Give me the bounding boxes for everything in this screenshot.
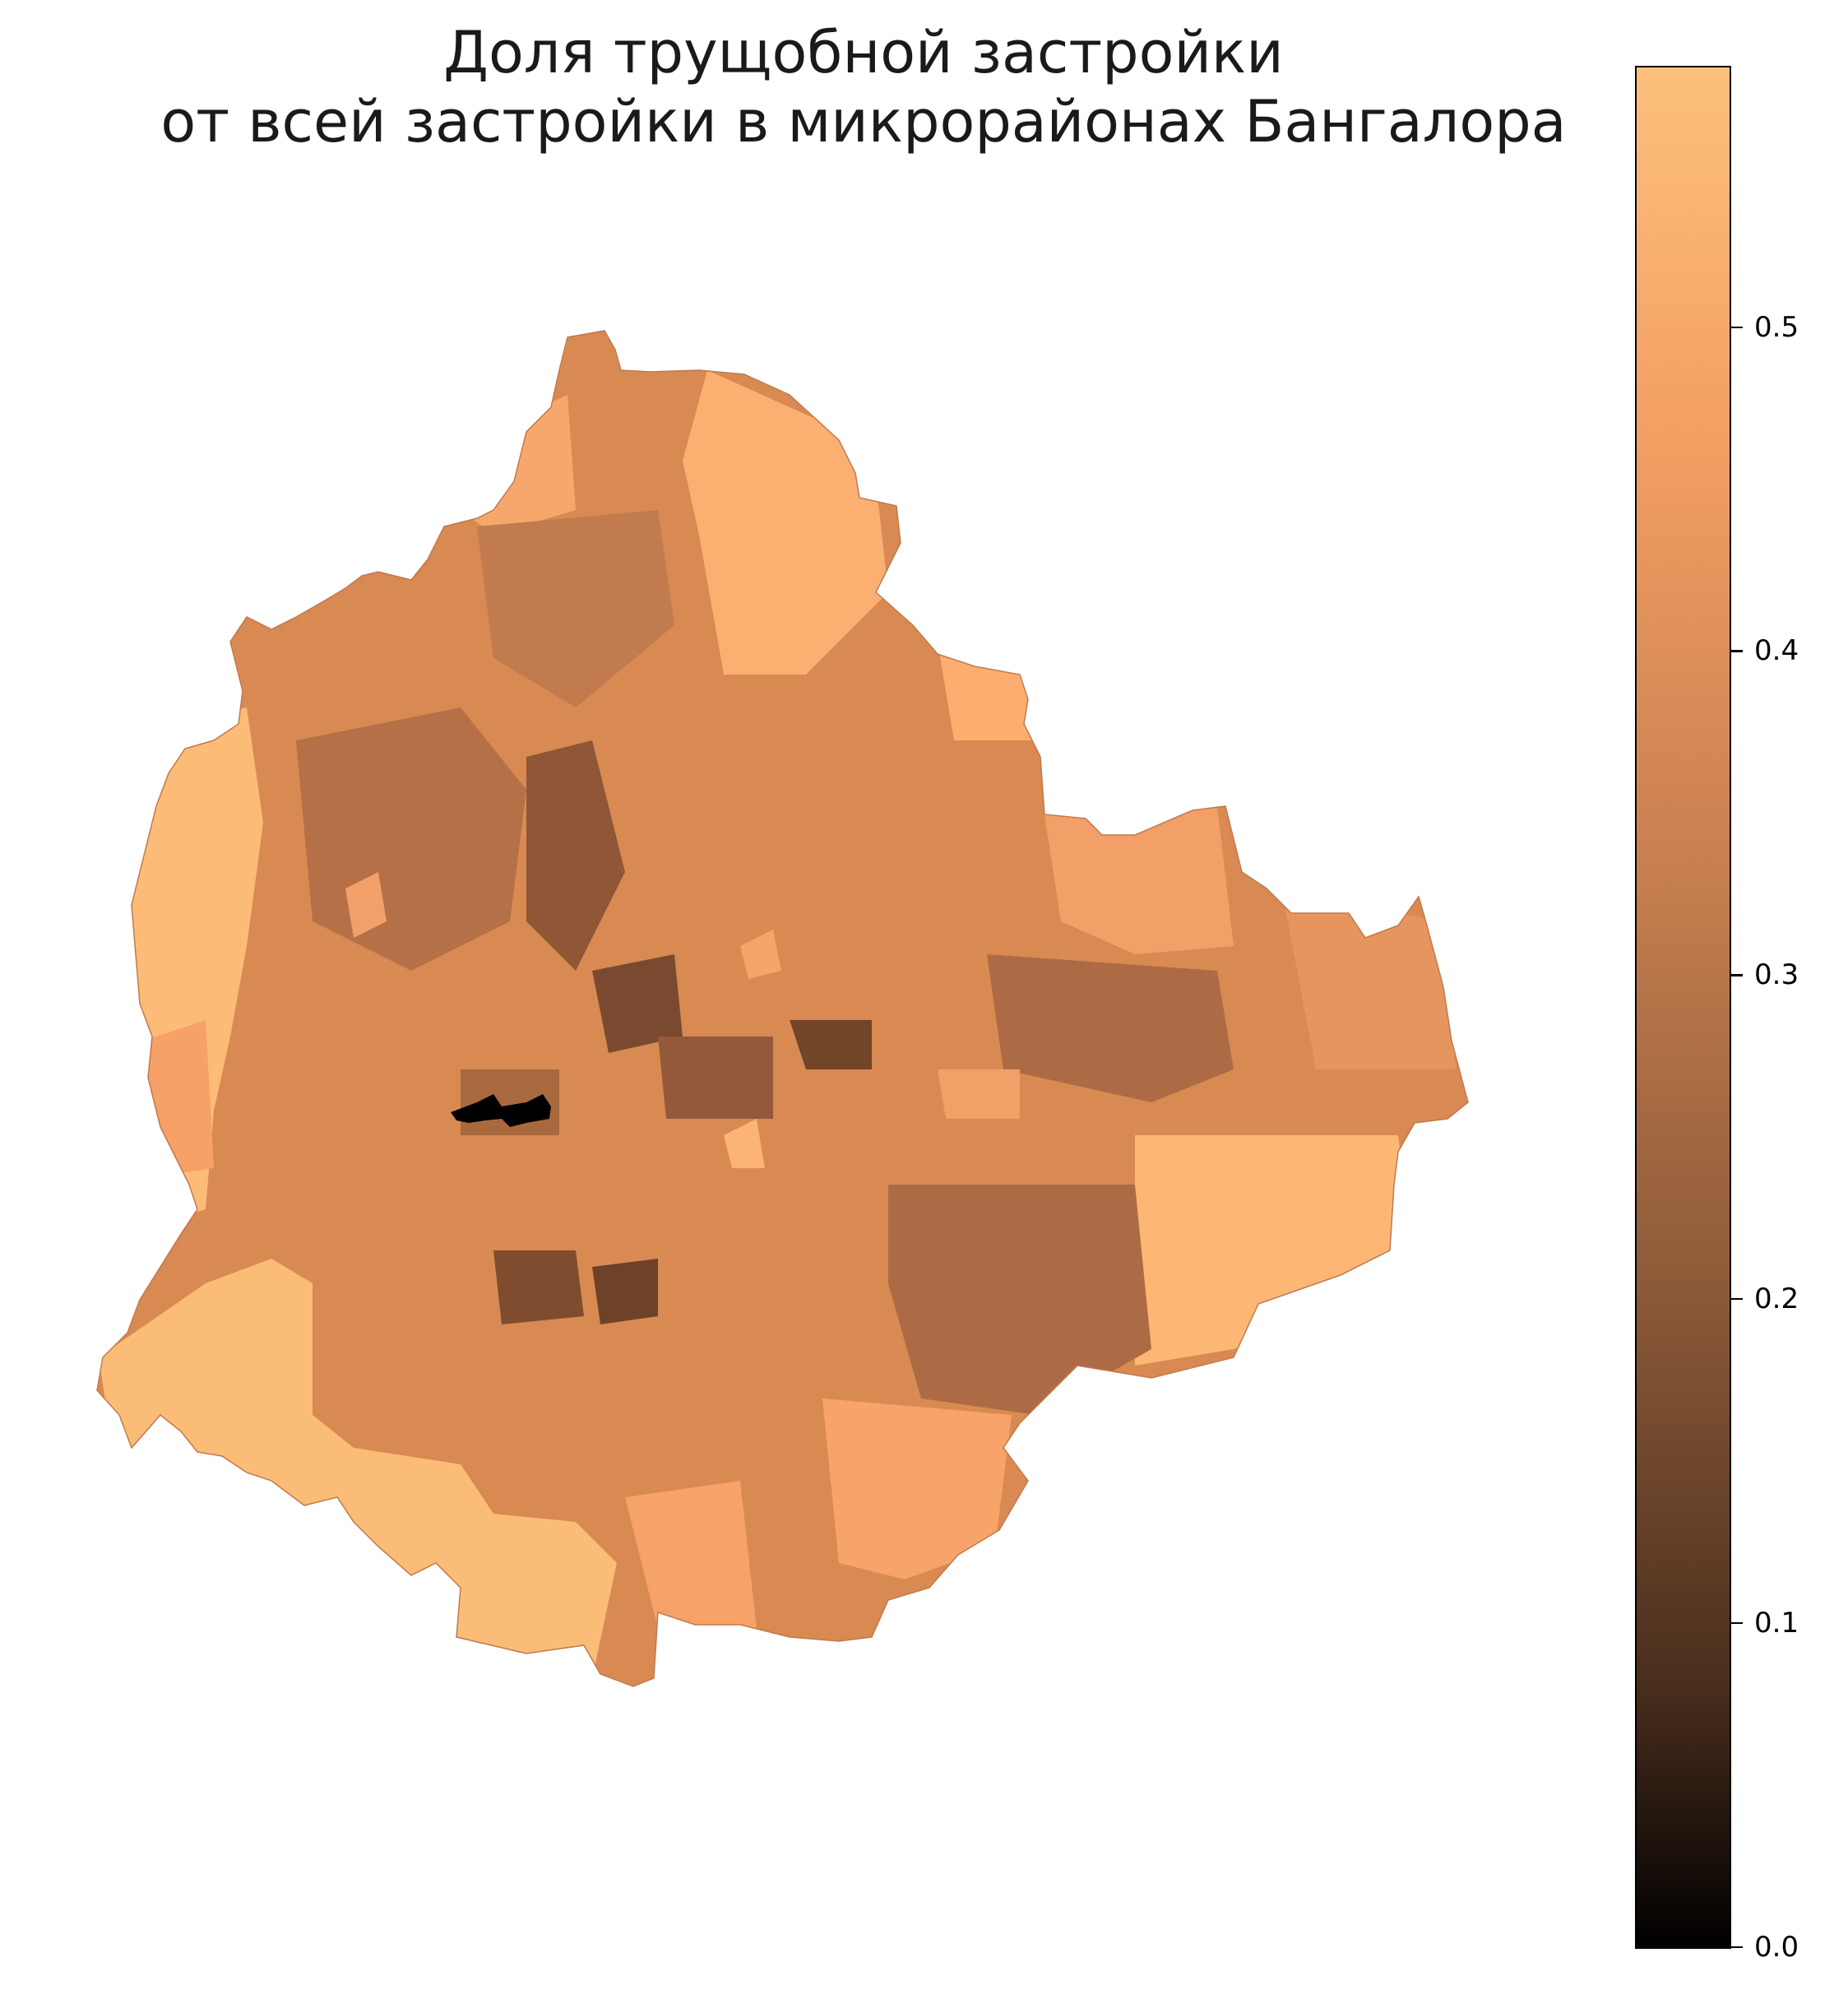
- ward-central-north: [526, 740, 625, 971]
- ward-far-east: [1283, 897, 1456, 1069]
- ward-north-east-edge: [938, 642, 1036, 740]
- bangalore-choropleth-map: [96, 330, 1469, 1687]
- map-title-line-2: от всей застройки в микрорайонах Бангало…: [160, 88, 1567, 155]
- colorbar-tick-label: 0.0: [1754, 1930, 1799, 1964]
- colorbar-tick-mark: [1731, 1621, 1743, 1625]
- ward-east-inner-light: [938, 1069, 1020, 1119]
- ward-south-centre-b: [592, 1259, 658, 1324]
- ward-east-periphery: [1135, 1135, 1415, 1366]
- colorbar-tick-label: 0.3: [1754, 958, 1799, 992]
- ward-north-inner: [477, 510, 674, 707]
- ward-polygons: [97, 331, 1468, 1686]
- colorbar-tick-mark: [1731, 1946, 1743, 1948]
- colorbar-tick-mark: [1731, 1297, 1743, 1301]
- colorbar-tick-mark: [1731, 974, 1743, 976]
- ward-central-east: [658, 1037, 773, 1119]
- colorbar-tick-mark: [1731, 650, 1743, 652]
- colorbar-tick-label: 0.5: [1754, 310, 1799, 344]
- ward-central: [592, 954, 683, 1053]
- colorbar: [1635, 66, 1731, 1949]
- ward-west-inner-light: [345, 872, 387, 938]
- colorbar-tick-label: 0.2: [1754, 1282, 1799, 1315]
- ward-darkest: [451, 1094, 551, 1127]
- ward-central-light: [740, 930, 781, 979]
- ward-central-light-2: [724, 1119, 765, 1168]
- colorbar-tick-label: 0.1: [1754, 1606, 1799, 1640]
- ward-south-centre-a: [493, 1250, 584, 1324]
- map-title-line-1: Доля трущобной застройки: [443, 19, 1284, 86]
- ward-east-centre: [790, 1020, 872, 1069]
- ward-east-north: [1044, 806, 1234, 954]
- map-title: Доля трущобной застройки от всей застрой…: [0, 18, 1727, 156]
- colorbar-tick-mark: [1731, 326, 1743, 329]
- ward-south-east-inner: [888, 1185, 1151, 1415]
- colorbar-tick-label: 0.4: [1754, 634, 1799, 668]
- ward-north-east-periphery: [683, 370, 888, 675]
- ward-south-west-periphery: [99, 1259, 617, 1678]
- ward-south-east-periphery: [822, 1398, 1012, 1579]
- ward-south-periphery: [625, 1481, 757, 1629]
- ward-east-centre-large: [987, 954, 1234, 1102]
